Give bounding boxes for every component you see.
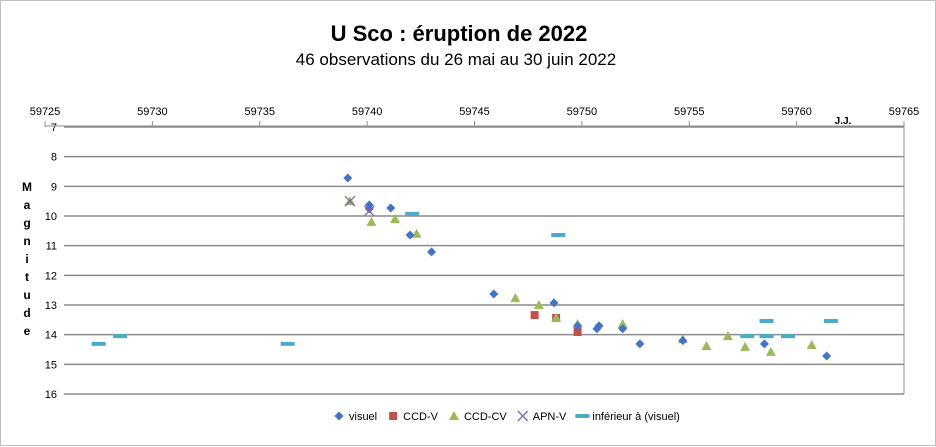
x-stroke bbox=[517, 410, 529, 422]
y-tick-label: 15 bbox=[45, 359, 57, 371]
legend-marker-x bbox=[517, 410, 529, 422]
data-point-dash bbox=[759, 319, 774, 324]
data-point-triangle bbox=[411, 228, 422, 238]
y-axis-label-letter: n bbox=[23, 234, 30, 248]
y-tick-label: 13 bbox=[45, 300, 57, 312]
x-tick-label: 59755 bbox=[674, 106, 705, 118]
legend-label: inférieur à (visuel) bbox=[592, 411, 679, 423]
data-point-dash bbox=[91, 341, 106, 346]
data-point-diamond bbox=[386, 203, 396, 213]
y-tick-label: 11 bbox=[46, 241, 57, 253]
data-point-diamond bbox=[822, 351, 832, 361]
data-point-diamond bbox=[678, 336, 688, 346]
y-axis-label-letter: g bbox=[23, 216, 30, 230]
data-point-diamond bbox=[489, 289, 499, 299]
legend-label: visuel bbox=[349, 411, 377, 423]
y-axis-label-letter: d bbox=[23, 306, 30, 320]
y-tick-label: 10 bbox=[45, 211, 57, 223]
chart-subtitle: 46 observations du 26 mai au 30 juin 202… bbox=[296, 50, 616, 69]
data-point-diamond bbox=[549, 298, 559, 308]
x-tick-label: 59760 bbox=[781, 106, 812, 118]
y-tick-label: 7 bbox=[51, 122, 57, 134]
data-point-triangle bbox=[617, 318, 628, 328]
data-point-triangle bbox=[806, 340, 817, 350]
legend-label: CCD-CV bbox=[464, 411, 507, 423]
data-point-triangle bbox=[366, 216, 377, 226]
data-point-diamond bbox=[759, 339, 769, 349]
x-tick-label: 59750 bbox=[567, 106, 598, 118]
y-axis-label-letter: M bbox=[22, 180, 32, 194]
data-point-x bbox=[344, 195, 356, 207]
x-tick-label: 59725 bbox=[30, 106, 61, 118]
legend-label: APN-V bbox=[533, 411, 567, 423]
data-point-dash bbox=[740, 334, 755, 339]
y-axis-label-letter: i bbox=[25, 252, 28, 266]
data-point-dash bbox=[823, 319, 838, 324]
x-tick-label: 59740 bbox=[352, 106, 383, 118]
data-point-diamond bbox=[405, 230, 415, 240]
y-tick-label: 9 bbox=[51, 181, 57, 193]
data-point-dash bbox=[113, 334, 128, 339]
data-point-triangle bbox=[551, 313, 562, 323]
x-tick-label: 59735 bbox=[244, 106, 275, 118]
x-axis-label: J.J. bbox=[835, 116, 852, 127]
data-point-triangle bbox=[722, 331, 733, 341]
legend-marker-triangle bbox=[448, 411, 459, 420]
x-tick-label: 59745 bbox=[459, 106, 490, 118]
legend-label: CCD-V bbox=[403, 411, 438, 423]
x-stroke bbox=[363, 205, 375, 217]
data-point-square bbox=[573, 327, 582, 336]
y-tick-label: 14 bbox=[45, 330, 57, 342]
data-point-diamond bbox=[594, 321, 604, 331]
y-tick-label: 16 bbox=[45, 389, 57, 401]
data-point-diamond bbox=[343, 173, 353, 183]
y-axis-label-letter: a bbox=[24, 198, 31, 212]
data-point-diamond bbox=[427, 247, 437, 257]
legend-marker-square bbox=[389, 412, 398, 420]
data-point-dash bbox=[781, 334, 796, 339]
y-tick-label: 8 bbox=[51, 152, 57, 164]
y-axis-label-letter: e bbox=[24, 324, 31, 338]
data-point-triangle bbox=[533, 300, 544, 309]
legend-marker-diamond bbox=[334, 411, 344, 421]
data-point-dash bbox=[405, 211, 420, 216]
y-axis-label-letter: t bbox=[25, 270, 29, 284]
data-point-diamond bbox=[635, 339, 645, 349]
x-tick-label: 59730 bbox=[137, 106, 168, 118]
data-point-square bbox=[530, 311, 539, 320]
data-point-triangle bbox=[390, 213, 401, 223]
data-point-triangle bbox=[765, 346, 776, 356]
data-point-triangle bbox=[740, 341, 751, 351]
data-point-dash bbox=[280, 341, 295, 346]
data-point-dash bbox=[551, 232, 566, 237]
data-point-diamond bbox=[573, 321, 583, 331]
x-stroke bbox=[344, 195, 356, 207]
y-tick-label: 12 bbox=[45, 270, 57, 282]
data-point-dash bbox=[759, 334, 774, 339]
x-tick-label: 59765 bbox=[889, 106, 920, 118]
data-point-triangle bbox=[701, 340, 712, 350]
data-point-triangle bbox=[510, 293, 521, 303]
data-point-diamond bbox=[618, 324, 628, 334]
y-axis-label-letter: u bbox=[23, 288, 30, 302]
legend-marker-dash bbox=[575, 414, 590, 418]
chart-title: U Sco : éruption de 2022 bbox=[331, 21, 588, 46]
data-point-diamond bbox=[364, 204, 374, 214]
data-point-x bbox=[363, 205, 375, 217]
